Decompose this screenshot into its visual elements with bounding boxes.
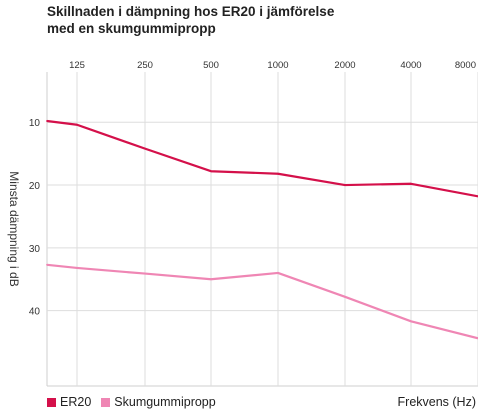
data-point-er20-2000 (344, 184, 346, 186)
legend-swatch-skumgummipropp (101, 397, 111, 407)
x-tick-label-8000: 8000 (455, 60, 476, 71)
y-tick-label-10: 10 (29, 118, 41, 129)
legend-item-skumgummipropp: Skumgummipropp (101, 395, 216, 409)
legend: ER20 Skumgummipropp (47, 395, 226, 409)
y-axis-label: Minsta dämpning i dB (7, 171, 21, 286)
series-line-er20 (46, 119, 478, 198)
data-point-er20-4000 (410, 182, 412, 185)
x-axis-label: Frekvens (Hz) (397, 395, 476, 409)
x-tick-label-2000: 2000 (334, 60, 355, 71)
y-tick-label-20: 20 (29, 181, 41, 192)
data-point-er20-100 (46, 120, 48, 122)
data-point-er20-125 (76, 123, 78, 126)
x-tick-label-500: 500 (203, 60, 219, 71)
chart-title-line-2: med en skumgummipropp (47, 21, 216, 36)
legend-item-er20: ER20 (47, 395, 91, 409)
data-point-skumgummipropp-125 (76, 267, 78, 269)
legend-swatch-er20 (47, 397, 56, 407)
x-tick-label-125: 125 (69, 60, 85, 71)
chart-title-line-1: Skillnaden i dämpning hos ER20 i jämföre… (47, 4, 335, 19)
data-point-skumgummipropp-2000 (344, 295, 346, 298)
data-point-skumgummipropp-1000 (277, 272, 279, 274)
legend-label-skumgummipropp: Skumgummipropp (114, 395, 216, 409)
series-line-skumgummipropp (46, 263, 478, 340)
x-tick-label-1000: 1000 (267, 60, 288, 71)
x-tick-label-4000: 4000 (400, 60, 421, 71)
data-point-er20-250 (144, 147, 146, 150)
data-point-skumgummipropp-4000 (410, 320, 412, 323)
x-tick-label-250: 250 (137, 60, 153, 71)
data-point-er20-500 (210, 170, 212, 173)
data-point-skumgummipropp-250 (144, 272, 146, 275)
y-tick-label-30: 30 (29, 244, 41, 255)
y-tick-label-40: 40 (29, 307, 41, 318)
legend-label-er20: ER20 (60, 395, 92, 409)
data-point-skumgummipropp-100 (46, 263, 48, 266)
chart-title: Skillnaden i dämpning hos ER20 i jämföre… (47, 3, 447, 37)
data-point-skumgummipropp-500 (210, 278, 212, 281)
data-point-er20-1000 (277, 172, 279, 175)
